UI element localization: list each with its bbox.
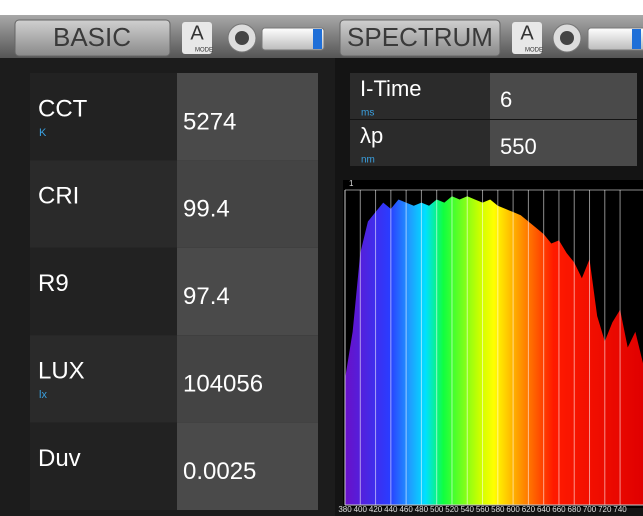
row-unit: lx [39, 389, 47, 401]
basic-button-label[interactable]: BASIC [53, 22, 131, 52]
slider[interactable] [261, 27, 325, 51]
row-label: CRI [38, 183, 79, 210]
x-tick-label: 660 [552, 505, 566, 514]
basic-button[interactable] [14, 19, 171, 57]
x-tick-label: 400 [354, 505, 368, 514]
x-tick-label: 480 [415, 505, 429, 514]
setting-unit: ms [361, 108, 374, 119]
x-tick-label: 540 [461, 505, 475, 514]
x-tick-label: 600 [506, 505, 520, 514]
x-tick-label: 560 [476, 505, 490, 514]
slider[interactable] [587, 27, 643, 51]
x-tick-label: 680 [568, 505, 582, 514]
mode-label[interactable]: MODE [195, 48, 213, 54]
x-tick-label: 500 [430, 505, 444, 514]
knob-center [560, 31, 574, 45]
label-cell [350, 120, 490, 166]
row-label: R9 [38, 270, 69, 297]
x-tick-label: 740 [613, 505, 627, 514]
label-cell [350, 73, 490, 119]
x-tick-label: 700 [583, 505, 597, 514]
row-value: 0.0025 [183, 458, 256, 485]
x-tick-label: 640 [537, 505, 551, 514]
y-tick-label: 1 [349, 179, 354, 188]
x-tick-label: 520 [445, 505, 459, 514]
x-tick-label: 720 [598, 505, 612, 514]
x-tick-label: 440 [384, 505, 398, 514]
x-tick-label: 580 [491, 505, 505, 514]
spectrum-button[interactable] [339, 19, 501, 57]
x-tick-label: 620 [522, 505, 536, 514]
mode-label[interactable]: MODE [525, 48, 543, 54]
row-value: 104056 [183, 371, 263, 398]
value-cell [177, 335, 318, 423]
row-label: LUX [38, 358, 85, 385]
row-label: CCT [38, 95, 88, 122]
slider-thumb[interactable] [632, 29, 641, 49]
row-value: 97.4 [183, 283, 230, 310]
mode-icon[interactable] [182, 22, 212, 54]
mode-letter[interactable]: A [520, 22, 534, 44]
label-cell [30, 422, 177, 510]
x-tick-label: 460 [399, 505, 413, 514]
row-unit: K [39, 127, 47, 139]
setting-label: λp [360, 123, 383, 148]
setting-label: I-Time [360, 76, 422, 101]
value-cell [490, 73, 637, 119]
value-cell [177, 247, 318, 336]
setting-unit: nm [361, 155, 375, 166]
mode-letter[interactable]: A [190, 22, 204, 44]
row-value: 5274 [183, 108, 236, 135]
value-cell [490, 120, 637, 166]
slider-thumb[interactable] [313, 29, 322, 49]
setting-value: 550 [500, 134, 537, 159]
x-tick-label: 420 [369, 505, 383, 514]
value-cell [177, 73, 318, 161]
label-cell [30, 247, 177, 336]
label-cell [30, 73, 177, 161]
setting-value: 6 [500, 87, 512, 112]
label-cell [30, 335, 177, 423]
label-cell [30, 160, 177, 248]
row-label: Duv [38, 445, 81, 472]
spectrum-button-label[interactable]: SPECTRUM [347, 22, 493, 52]
value-cell [177, 160, 318, 248]
knob-center [235, 31, 249, 45]
spectrum-area [345, 196, 643, 506]
row-value: 99.4 [183, 196, 230, 223]
x-tick-label: 380 [338, 505, 352, 514]
mode-icon[interactable] [512, 22, 542, 54]
value-cell [177, 422, 318, 510]
